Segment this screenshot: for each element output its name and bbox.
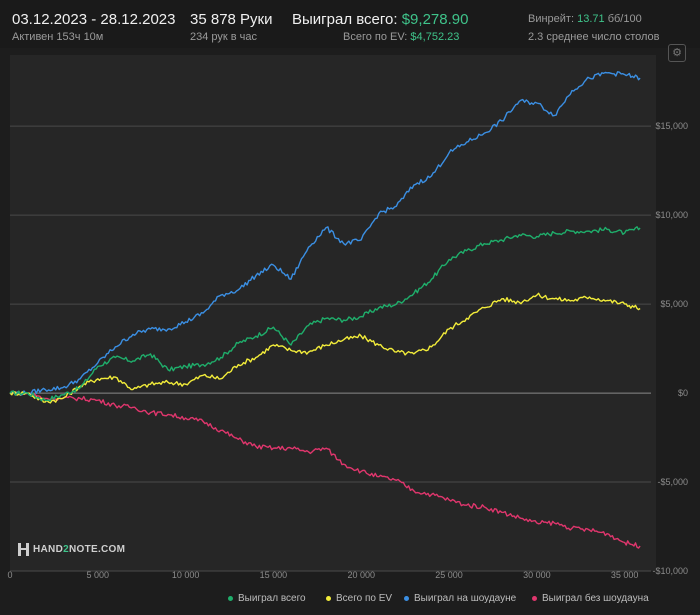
ev-total-label: Всего по EV:	[343, 31, 408, 43]
legend-item-won[interactable]: Выиграл всего	[228, 593, 306, 604]
won-total-value: $9,278.90	[401, 11, 469, 28]
stats-header: 03.12.2023 - 28.12.2023 Активен 153ч 10м…	[0, 0, 700, 48]
winrate-label: Винрейт:	[528, 13, 575, 25]
legend-label: Выиграл без шоудауна	[542, 593, 649, 604]
series-line-showdown	[9, 71, 641, 396]
legend-label: Всего по EV	[336, 593, 393, 604]
x-tick-label: 0	[7, 570, 12, 580]
x-tick-label: 10 000	[172, 570, 200, 580]
logo-mark-icon	[18, 543, 29, 556]
legend-item-ev[interactable]: Всего по EV	[326, 593, 392, 604]
x-tick-label: 5 000	[87, 570, 110, 580]
won-total-label: Выиграл всего:	[292, 11, 398, 28]
x-tick-label: 15 000	[260, 570, 288, 580]
y-tick-label: -$10,000	[652, 566, 688, 576]
series-line-no-showdown	[9, 390, 641, 549]
x-tick-label: 30 000	[523, 570, 551, 580]
legend-dot-icon	[326, 595, 331, 601]
hand2note-logo: HAND2NOTE.COM	[18, 543, 125, 556]
y-tick-label: $15,000	[655, 121, 688, 131]
winrate: Винрейт: 13.71 бб/100	[528, 13, 642, 25]
date-range: 03.12.2023 - 28.12.2023	[12, 11, 176, 28]
logo-text-c: NOTE.COM	[68, 544, 126, 556]
chart-legend: Выиграл всего Всего по EV Выиграл на шоу…	[0, 590, 700, 610]
active-time: Активен 153ч 10м	[12, 31, 104, 43]
plot-area	[10, 55, 656, 571]
y-tick-label: $0	[678, 388, 688, 398]
hands-count: 35 878 Руки	[190, 11, 273, 28]
legend-item-showdown[interactable]: Выиграл на шоудауне	[404, 593, 516, 604]
y-tick-label: $10,000	[655, 210, 688, 220]
won-total: Выиграл всего: $9,278.90	[292, 11, 468, 28]
x-tick-label: 25 000	[435, 570, 463, 580]
legend-dot-icon	[404, 595, 409, 601]
x-tick-label: 35 000	[611, 570, 639, 580]
legend-label: Выиграл на шоудауне	[414, 593, 517, 604]
legend-item-no-showdown[interactable]: Выиграл без шоудауна	[532, 593, 649, 604]
ev-total-value: $4,752.23	[410, 31, 460, 43]
winrate-unit: бб/100	[607, 13, 642, 25]
logo-text-b: 2	[63, 544, 69, 556]
y-tick-label: $5,000	[660, 299, 688, 309]
series-line-ev	[9, 292, 641, 404]
gear-icon[interactable]: ⚙	[668, 44, 686, 62]
legend-dot-icon	[532, 595, 537, 601]
series-line-won	[9, 226, 641, 402]
ev-total: Всего по EV: $4,752.23	[343, 31, 459, 43]
avg-tables: 2.3 среднее число столов	[528, 31, 660, 43]
logo-text-a: HAND	[33, 544, 64, 556]
legend-label: Выиграл всего	[238, 593, 306, 604]
winrate-value: 13.71	[577, 13, 605, 25]
x-tick-label: 20 000	[347, 570, 375, 580]
hands-per-hour: 234 рук в час	[190, 31, 258, 43]
y-tick-label: -$5,000	[657, 477, 688, 487]
legend-dot-icon	[228, 595, 233, 601]
